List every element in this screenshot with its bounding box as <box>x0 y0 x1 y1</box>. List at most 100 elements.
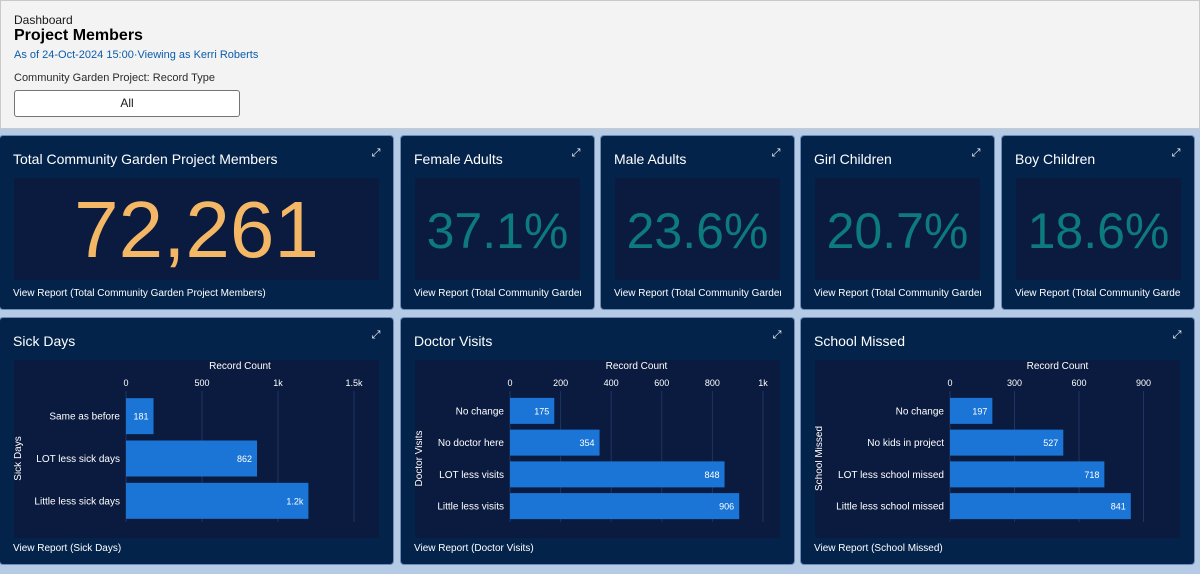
bar <box>510 461 725 488</box>
bar <box>950 397 993 424</box>
metric-value: 23.6% <box>626 203 769 259</box>
expand-icon[interactable]: ⤢ <box>771 147 781 159</box>
bar-value-label: 197 <box>972 406 987 416</box>
x-tick-label: 600 <box>654 378 669 388</box>
bar-value-label: 718 <box>1084 470 1099 480</box>
as-of-subtitle[interactable]: As of 24-Oct-2024 15:00·Viewing as Kerri… <box>14 49 259 61</box>
metric-value: 18.6% <box>1027 203 1170 259</box>
expand-icon[interactable]: ⤢ <box>1171 147 1181 159</box>
x-tick-label: 300 <box>1007 378 1022 388</box>
x-tick-label: 0 <box>507 378 512 388</box>
sick-days-chart: Record Count 0 500 1k 1.5k Sick Days Same as b… <box>14 361 363 522</box>
card-title: Boy Children <box>1015 151 1096 167</box>
x-tick-label: 500 <box>194 378 209 388</box>
bar-value-label: 862 <box>237 454 252 464</box>
view-report-link[interactable]: View Report (Total Community Garden Proj… <box>814 288 981 299</box>
category-label: Little less sick days <box>34 496 120 507</box>
bar <box>510 493 740 520</box>
view-report-link[interactable]: View Report (School Missed) <box>814 543 943 554</box>
x-tick-label: 800 <box>705 378 720 388</box>
page-title: Project Members <box>14 27 143 44</box>
metric-card-female-adults: Female Adults ⤢ 37.1% View Report (Total… <box>401 136 594 309</box>
x-tick-label: 0 <box>123 378 128 388</box>
school-missed-chart: Record Count 0 300 600 900 School Missed No ch… <box>815 361 1151 522</box>
metric-card-total-members: Total Community Garden Project Members ⤢… <box>0 136 393 309</box>
filter-label: Community Garden Project: Record Type <box>14 72 215 84</box>
x-tick-label: 1.5k <box>345 378 363 388</box>
bar <box>950 461 1105 488</box>
x-axis-title: Record Count <box>606 361 668 372</box>
view-report-link[interactable]: View Report (Total Community Garden Proj… <box>614 288 781 299</box>
bar <box>950 493 1131 520</box>
card-title: Girl Children <box>814 151 892 167</box>
x-tick-label: 0 <box>947 378 952 388</box>
category-label: LOT less school missed <box>838 470 944 481</box>
chart-card-sick-days: Sick Days ⤢ Record Count 0 500 1k 1.5k Sick D… <box>0 318 393 564</box>
bar-value-label: 181 <box>133 412 148 422</box>
x-axis-title: Record Count <box>209 361 271 372</box>
category-label: No change <box>456 406 505 417</box>
bar-value-label: 841 <box>1111 502 1126 512</box>
dashboard-type-label: Dashboard <box>14 13 73 27</box>
bar <box>126 440 258 477</box>
card-title: Total Community Garden Project Members <box>13 151 278 167</box>
x-axis-title: Record Count <box>1027 361 1089 372</box>
expand-icon[interactable]: ⤢ <box>772 329 782 341</box>
category-label: Little less visits <box>437 502 504 513</box>
bar-value-label: 848 <box>705 470 720 480</box>
metric-value-area: 18.6% <box>1016 178 1181 280</box>
category-label: LOT less visits <box>439 470 504 481</box>
view-report-link[interactable]: View Report (Total Community Garden Proj… <box>414 288 581 299</box>
x-tick-label: 1k <box>758 378 768 388</box>
bar <box>510 397 555 424</box>
expand-icon[interactable]: ⤢ <box>971 147 981 159</box>
metric-value: 72,261 <box>74 185 319 274</box>
category-label: Same as before <box>49 412 120 423</box>
chart-area: Record Count 0 500 1k 1.5k Sick Days Same as b… <box>14 360 379 538</box>
dashboard-header: Dashboard Project Members As of 24-Oct-2… <box>0 0 1200 129</box>
chart-title: Doctor Visits <box>414 333 493 349</box>
chart-title: Sick Days <box>13 333 76 349</box>
bar-value-label: 175 <box>534 406 549 416</box>
y-axis-title: Doctor Visits <box>415 431 425 487</box>
view-report-link[interactable]: View Report (Total Community Garden Proj… <box>13 288 266 299</box>
chart-card-school-missed: School Missed ⤢ Record Count 0 300 600 900 Sc… <box>801 318 1194 564</box>
metric-value-area: 23.6% <box>615 178 780 280</box>
bar-value-label: 906 <box>719 502 734 512</box>
category-label: Little less school missed <box>836 502 944 513</box>
view-report-link[interactable]: View Report (Doctor Visits) <box>414 543 534 554</box>
chart-area: Record Count 0 200 400 600 800 1k Doctor Visits… <box>415 360 780 538</box>
bar-value-label: 527 <box>1043 438 1058 448</box>
x-tick-label: 900 <box>1136 378 1151 388</box>
view-report-link[interactable]: View Report (Sick Days) <box>13 543 122 554</box>
bar <box>950 429 1064 456</box>
card-title: Female Adults <box>414 151 503 167</box>
chart-title: School Missed <box>814 333 906 349</box>
expand-icon[interactable]: ⤢ <box>571 147 581 159</box>
x-tick-label: 600 <box>1071 378 1086 388</box>
metric-value-area: 37.1% <box>415 178 580 280</box>
bar <box>126 398 154 435</box>
category-label: No kids in project <box>867 438 944 449</box>
expand-icon[interactable]: ⤢ <box>371 147 381 159</box>
metric-card-boy-children: Boy Children ⤢ 18.6% View Report (Total … <box>1002 136 1194 309</box>
card-title: Male Adults <box>614 151 687 167</box>
y-axis-title: Sick Days <box>14 436 24 480</box>
x-tick-label: 1k <box>273 378 283 388</box>
chart-area: Record Count 0 300 600 900 School Missed No ch… <box>815 360 1180 538</box>
record-type-filter-button[interactable]: All <box>14 90 240 117</box>
view-report-link[interactable]: View Report (Total Community Garden Proj… <box>1015 288 1181 299</box>
x-tick-label: 200 <box>553 378 568 388</box>
x-tick-label: 400 <box>604 378 619 388</box>
metric-card-male-adults: Male Adults ⤢ 23.6% View Report (Total C… <box>601 136 794 309</box>
bar-value-label: 354 <box>580 438 595 448</box>
y-axis-title: School Missed <box>815 426 825 491</box>
bar-value-label: 1.2k <box>286 496 304 506</box>
bar <box>126 482 309 519</box>
metric-value: 20.7% <box>826 203 969 259</box>
expand-icon[interactable]: ⤢ <box>1172 329 1182 341</box>
metric-value: 37.1% <box>426 203 569 259</box>
expand-icon[interactable]: ⤢ <box>371 329 381 341</box>
metric-value-area: 72,261 <box>14 178 379 280</box>
metric-card-girl-children: Girl Children ⤢ 20.7% View Report (Total… <box>801 136 994 309</box>
